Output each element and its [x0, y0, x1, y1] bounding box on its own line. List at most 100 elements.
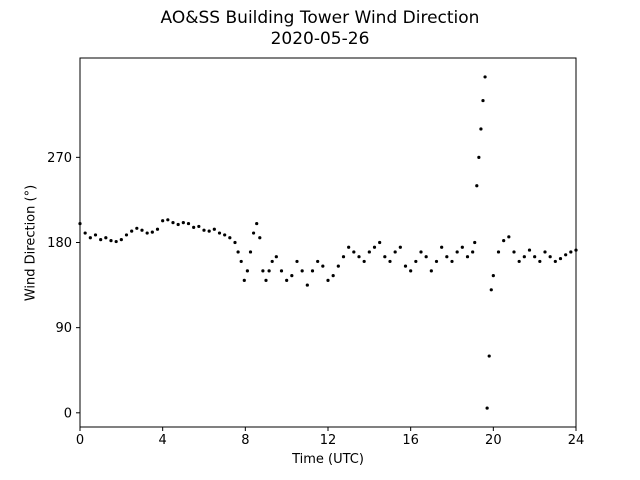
x-axis-label: Time (UTC): [292, 452, 364, 467]
data-point: [409, 269, 413, 273]
data-point: [228, 236, 232, 240]
data-point: [533, 255, 537, 259]
data-point: [429, 269, 433, 273]
data-point: [150, 230, 154, 234]
x-tick-label: 24: [568, 433, 585, 448]
y-axis: 0 90 180 270: [47, 151, 80, 421]
axes-frame: [79, 57, 577, 428]
data-point: [245, 269, 249, 273]
data-point: [285, 278, 289, 282]
data-point: [255, 221, 259, 226]
data-point: [258, 236, 262, 240]
data-point: [564, 253, 568, 257]
data-point: [352, 250, 356, 254]
data-point: [419, 250, 423, 254]
data-point: [130, 229, 134, 233]
data-point: [223, 233, 227, 237]
data-point: [473, 240, 477, 245]
data-point: [326, 278, 330, 282]
data-point: [496, 250, 501, 254]
data-point: [378, 240, 382, 245]
data-point: [295, 259, 299, 264]
data-point: [176, 222, 180, 227]
x-tick-label: 0: [76, 433, 84, 448]
data-point: [114, 239, 118, 244]
data-point: [569, 250, 573, 254]
y-axis-label: Wind Direction (°): [23, 184, 39, 302]
data-point: [357, 255, 361, 259]
data-point: [140, 228, 144, 232]
data-point: [450, 259, 454, 264]
data-point: [119, 238, 123, 242]
data-point: [487, 354, 491, 358]
data-point: [135, 226, 139, 230]
data-point: [290, 274, 294, 278]
data-point: [502, 239, 506, 243]
data-point: [553, 259, 557, 264]
data-point: [403, 264, 408, 268]
data-point: [558, 256, 563, 261]
data-point: [479, 127, 483, 131]
data-point: [543, 250, 547, 254]
data-point: [207, 229, 211, 233]
data-point: [455, 250, 459, 254]
data-point: [202, 228, 206, 232]
data-point: [109, 239, 113, 243]
data-point: [341, 255, 346, 259]
data-point: [239, 259, 243, 264]
data-point: [383, 255, 387, 259]
data-point: [440, 245, 444, 249]
data-point: [372, 245, 377, 249]
y-tick-label: 90: [55, 321, 72, 336]
data-point: [145, 231, 149, 235]
data-point: [388, 259, 392, 264]
data-point: [233, 240, 237, 245]
data-point: [217, 231, 222, 235]
data-point: [274, 255, 278, 259]
data-point: [252, 231, 256, 235]
data-point: [485, 406, 489, 410]
data-point: [517, 259, 521, 264]
data-point: [481, 98, 485, 103]
data-point: [171, 221, 175, 225]
data-point: [192, 225, 196, 229]
data-point: [104, 236, 108, 240]
data-point: [261, 269, 265, 273]
x-tick-label: 8: [241, 433, 249, 448]
chart-subtitle: 2020-05-26: [270, 29, 370, 49]
x-tick-label: 20: [485, 433, 502, 448]
data-point: [124, 233, 129, 237]
data-point: [88, 236, 92, 240]
data-point: [181, 221, 185, 225]
data-point: [316, 259, 320, 264]
data-point: [434, 259, 439, 264]
data-point: [305, 283, 309, 287]
data-point: [197, 224, 201, 229]
data-point: [538, 259, 542, 264]
data-point: [310, 269, 315, 273]
data-point: [477, 155, 481, 159]
data-point: [321, 264, 325, 268]
data-point: [155, 227, 160, 231]
data-point: [186, 221, 191, 226]
data-point: [424, 255, 428, 259]
x-tick-label: 4: [159, 433, 167, 448]
data-point: [83, 231, 87, 235]
data-point: [393, 250, 397, 254]
data-point: [336, 264, 340, 268]
data-point: [264, 278, 268, 282]
data-point: [279, 269, 284, 273]
data-point: [471, 250, 475, 254]
data-point: [507, 235, 511, 239]
chart-title: AO&SS Building Tower Wind Direction: [160, 8, 480, 28]
data-point: [398, 245, 402, 249]
data-point: [270, 259, 274, 264]
data-point: [248, 250, 253, 254]
data-point: [465, 255, 470, 259]
data-point: [236, 250, 240, 254]
data-point: [489, 288, 493, 292]
data-point: [166, 218, 170, 222]
y-tick-label: 270: [47, 151, 72, 166]
